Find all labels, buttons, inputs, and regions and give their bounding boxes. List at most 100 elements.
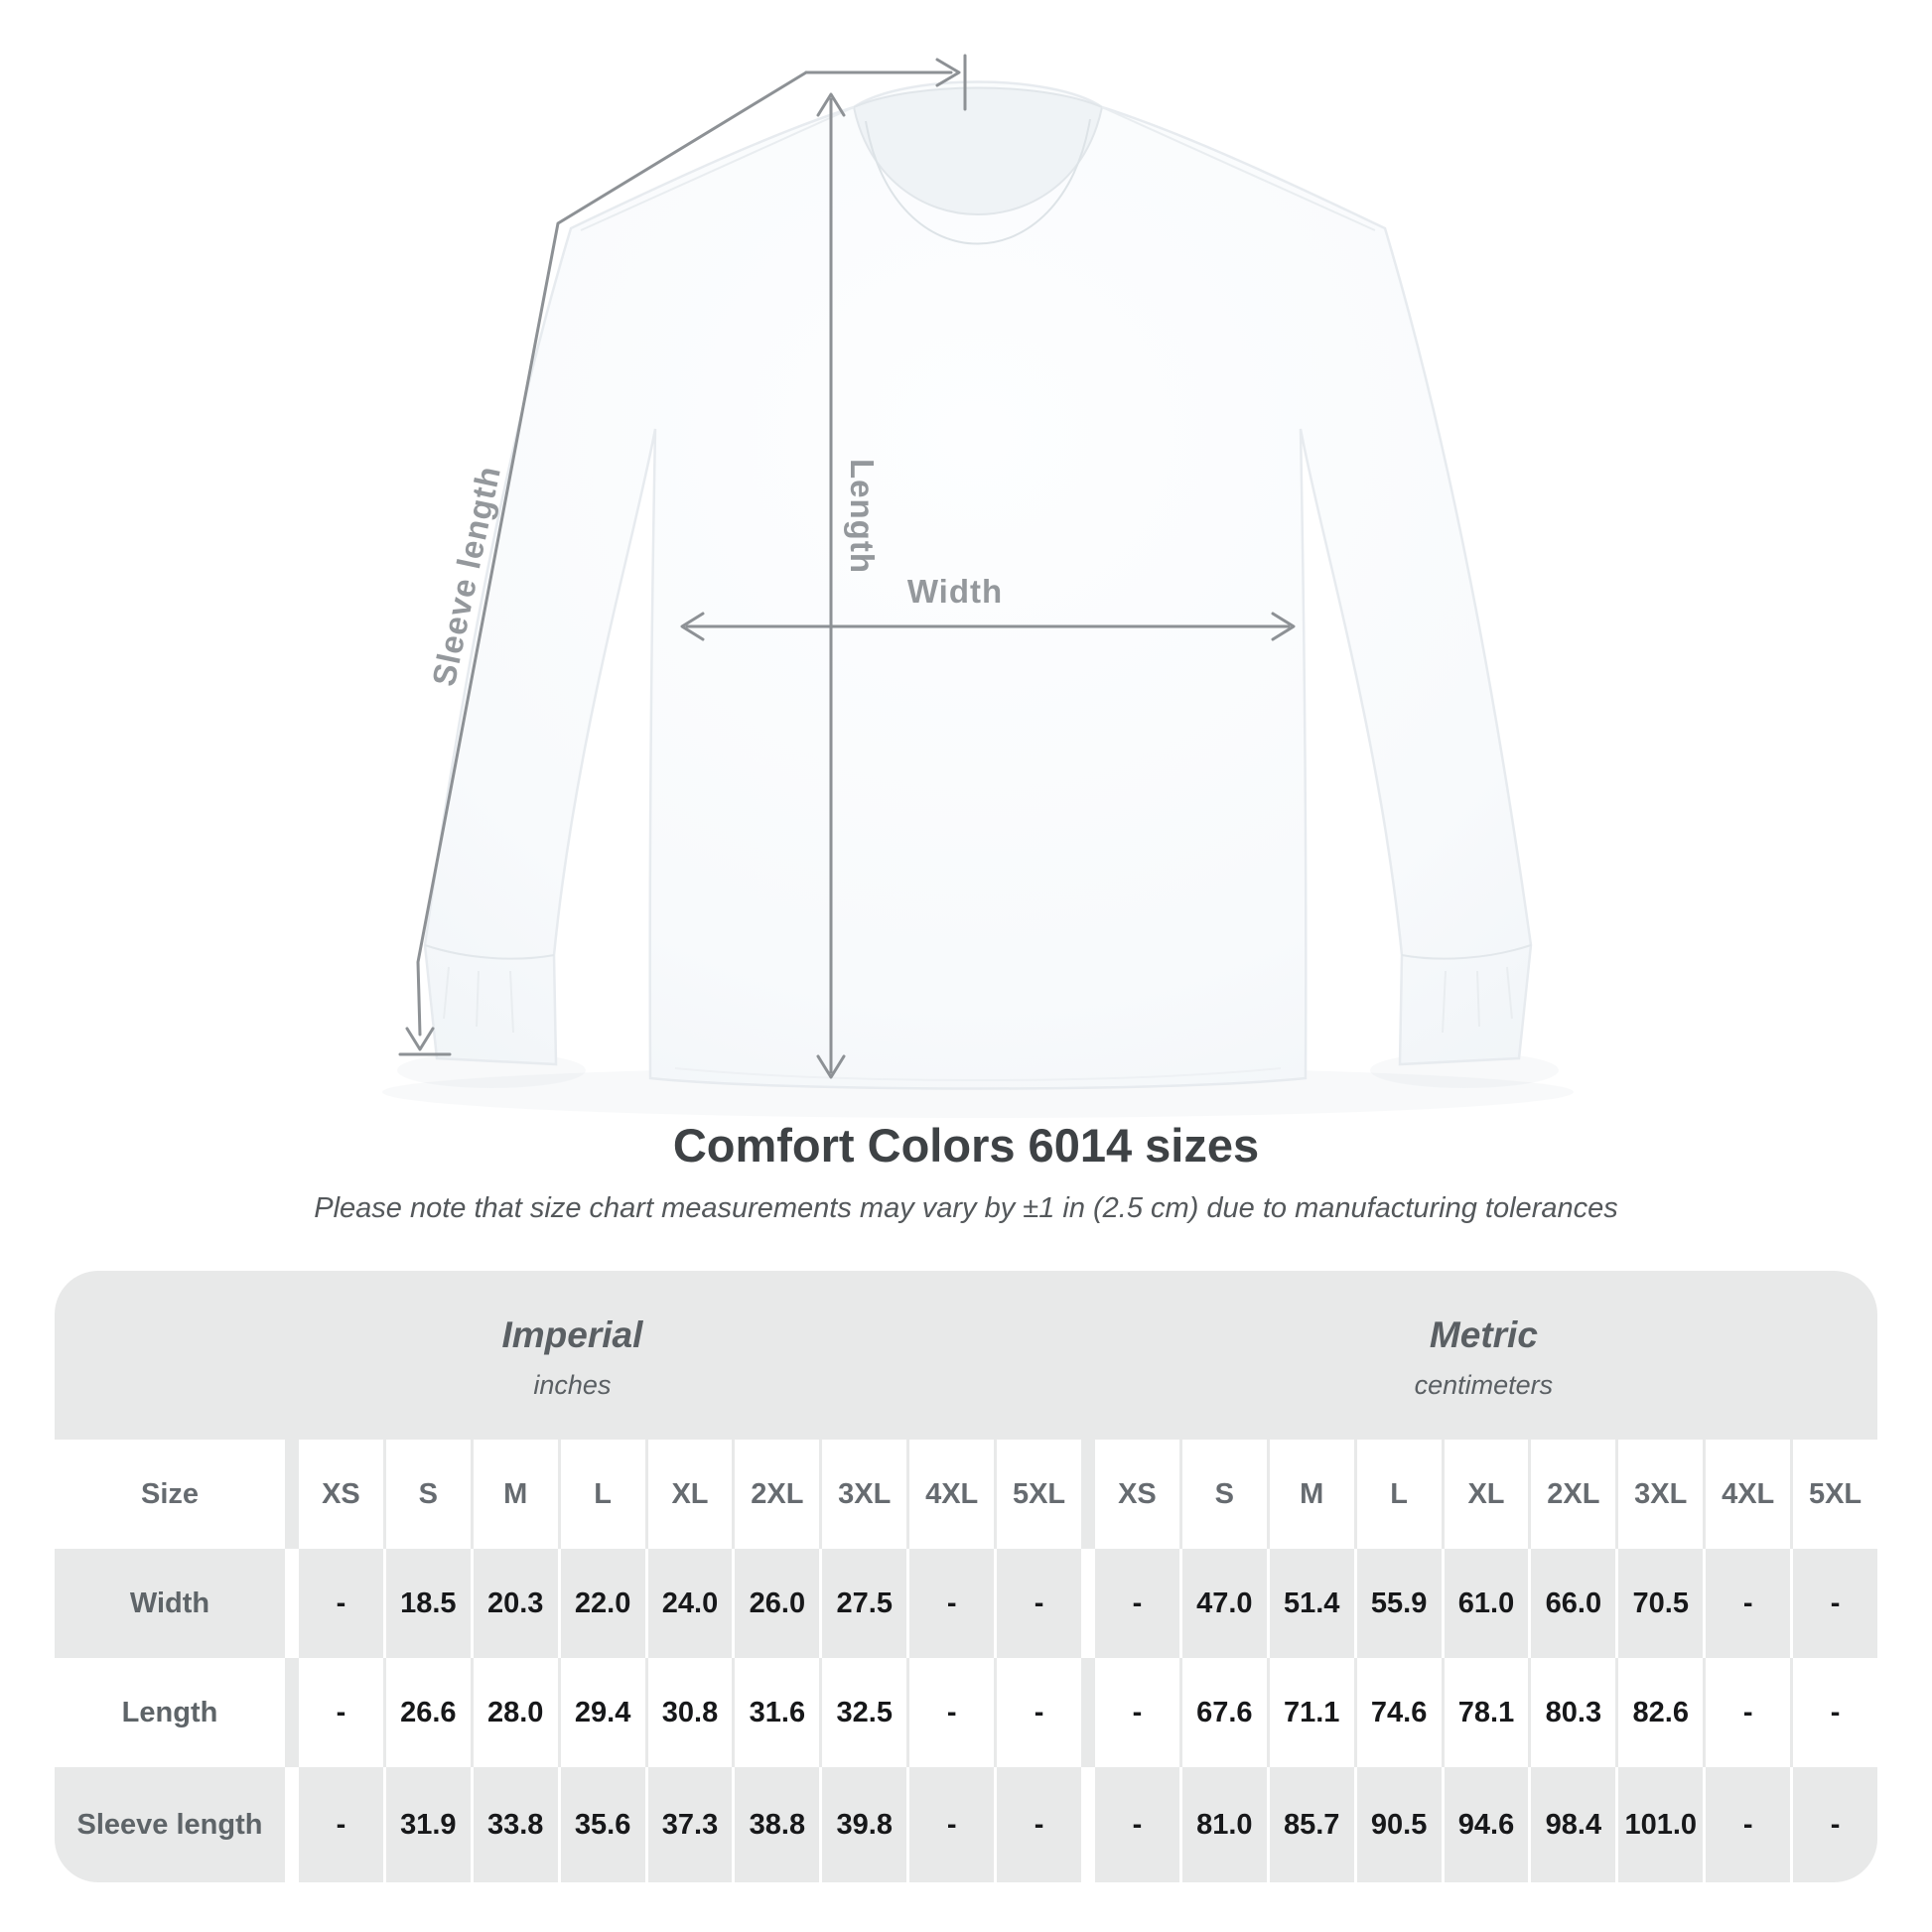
measurement-cell: -: [1793, 1767, 1877, 1882]
shirt-body: [423, 80, 1533, 1090]
measurement-lines: [398, 54, 1296, 1079]
measurement-cell: 35.6: [560, 1767, 645, 1882]
metric-unit-label: centimeters: [1414, 1370, 1554, 1400]
size-col-header-imperial: 4XL: [909, 1440, 995, 1549]
measurement-cell: -: [909, 1767, 995, 1882]
measurement-cell: 30.8: [647, 1658, 733, 1767]
measurement-cell: 70.5: [1618, 1549, 1704, 1658]
measurement-cell: -: [1706, 1767, 1791, 1882]
size-table-grid: Size XS S M L XL 2XL 3XL 4XL 5XL XS S M L XL 2XL 3XL 4XL 5…: [55, 1440, 1877, 1882]
measurement-cell: -: [909, 1658, 995, 1767]
metric-label: Metric: [1429, 1314, 1538, 1355]
measurement-cell: 26.6: [385, 1658, 471, 1767]
group-gap: [1084, 1658, 1092, 1767]
shirt-measurement-diagram: Length Width Sleeve length: [398, 54, 1533, 1090]
group-gap: [288, 1658, 296, 1767]
collar-band-seam: [865, 118, 1091, 245]
row-label: Width: [55, 1549, 285, 1658]
sleeve-length-line: [416, 70, 808, 1036]
shirt-illustration: [398, 54, 1533, 1090]
measurement-cell: -: [1706, 1549, 1791, 1658]
imperial-group-header: Imperial inches: [55, 1271, 1090, 1440]
measurement-cell: 51.4: [1269, 1549, 1354, 1658]
measurement-cell: 27.5: [822, 1549, 907, 1658]
measurement-cell: 101.0: [1618, 1767, 1704, 1882]
width-label: Width: [906, 573, 1004, 610]
measurement-cell: -: [997, 1767, 1081, 1882]
measurement-cell: 90.5: [1356, 1767, 1442, 1882]
measurement-cell: 31.9: [385, 1767, 471, 1882]
group-gap: [1084, 1549, 1092, 1658]
measurement-cell: 82.6: [1618, 1658, 1704, 1767]
imperial-label: Imperial: [501, 1314, 643, 1355]
measurement-cell: 61.0: [1444, 1549, 1529, 1658]
size-col-header-imperial: L: [560, 1440, 645, 1549]
table-row: Sleeve length -31.9 33.8 35.6 37.3 38.8 39.8- -…: [55, 1767, 1877, 1882]
table-row: Length -26.6 28.0 29.4 30.8 31.6 32.5- - -67.6 71…: [55, 1658, 1877, 1767]
size-col-header-metric: 5XL: [1793, 1440, 1877, 1549]
measurement-cell: 38.8: [735, 1767, 820, 1882]
group-gap: [1084, 1767, 1092, 1882]
measurement-cell: 32.5: [822, 1658, 907, 1767]
size-col-header-metric: 3XL: [1618, 1440, 1704, 1549]
measurement-cell: 78.1: [1444, 1658, 1529, 1767]
measurement-cell: -: [1094, 1658, 1179, 1767]
collar-opening: [852, 86, 1104, 215]
unit-header-row: Imperial inches Metric centimeters: [55, 1271, 1877, 1440]
chart-title: Comfort Colors 6014 sizes: [672, 1119, 1260, 1172]
group-gap: [288, 1767, 296, 1882]
size-col-header-metric: XL: [1444, 1440, 1529, 1549]
size-col-header-imperial: 2XL: [735, 1440, 820, 1549]
length-label: Length: [844, 459, 881, 574]
size-col-header-metric: M: [1269, 1440, 1354, 1549]
metric-group-header: Metric centimeters: [1090, 1271, 1877, 1440]
size-col-header-metric: 2XL: [1531, 1440, 1616, 1549]
measurement-cell: 33.8: [473, 1767, 558, 1882]
measurement-cell: -: [299, 1767, 383, 1882]
measurement-cell: 24.0: [647, 1549, 733, 1658]
measurement-cell: -: [1706, 1658, 1791, 1767]
measurement-cell: 81.0: [1181, 1767, 1267, 1882]
row-label: Sleeve length: [55, 1767, 285, 1882]
measurement-cell: 20.3: [473, 1549, 558, 1658]
size-col-header-imperial: 3XL: [822, 1440, 907, 1549]
group-gap: [1084, 1440, 1092, 1549]
measurement-cell: -: [1793, 1549, 1877, 1658]
size-col-header-metric: S: [1181, 1440, 1267, 1549]
measurement-cell: -: [299, 1658, 383, 1767]
measurement-cell: 55.9: [1356, 1549, 1442, 1658]
measurement-cell: -: [997, 1658, 1081, 1767]
measurement-cell: 28.0: [473, 1658, 558, 1767]
measurement-cell: -: [299, 1549, 383, 1658]
measurement-cell: 22.0: [560, 1549, 645, 1658]
measurement-cell: 18.5: [385, 1549, 471, 1658]
size-col-header-imperial: XL: [647, 1440, 733, 1549]
size-col-header-imperial: M: [473, 1440, 558, 1549]
row-label: Length: [55, 1658, 285, 1767]
title-block: Comfort Colors 6014 sizes Please note th…: [0, 1118, 1932, 1225]
size-col-header-metric: 4XL: [1706, 1440, 1791, 1549]
measurement-cell: -: [909, 1549, 995, 1658]
measurement-cell: 74.6: [1356, 1658, 1442, 1767]
measurement-cell: -: [1094, 1549, 1179, 1658]
table-row: Width -18.5 20.3 22.0 24.0 26.0 27.5- - -47.0 51.…: [55, 1549, 1877, 1658]
size-col-header-metric: L: [1356, 1440, 1442, 1549]
size-table-panel: Imperial inches Metric centimeters Size X…: [55, 1271, 1877, 1882]
measurement-cell: 94.6: [1444, 1767, 1529, 1882]
measurement-cell: 26.0: [735, 1549, 820, 1658]
measurement-cell: 98.4: [1531, 1767, 1616, 1882]
imperial-unit-label: inches: [533, 1370, 612, 1400]
size-header-cell: Size: [55, 1440, 285, 1549]
measurement-cell: -: [997, 1549, 1081, 1658]
measurement-cell: 66.0: [1531, 1549, 1616, 1658]
measurement-cell: -: [1793, 1658, 1877, 1767]
measurement-cell: 80.3: [1531, 1658, 1616, 1767]
measurement-cell: 37.3: [647, 1767, 733, 1882]
measurement-cell: 67.6: [1181, 1658, 1267, 1767]
size-col-header-imperial: 5XL: [997, 1440, 1081, 1549]
group-gap: [288, 1440, 296, 1549]
measurement-cell: 85.7: [1269, 1767, 1354, 1882]
size-col-header-imperial: XS: [299, 1440, 383, 1549]
measurement-cell: 47.0: [1181, 1549, 1267, 1658]
measurement-cell: 31.6: [735, 1658, 820, 1767]
